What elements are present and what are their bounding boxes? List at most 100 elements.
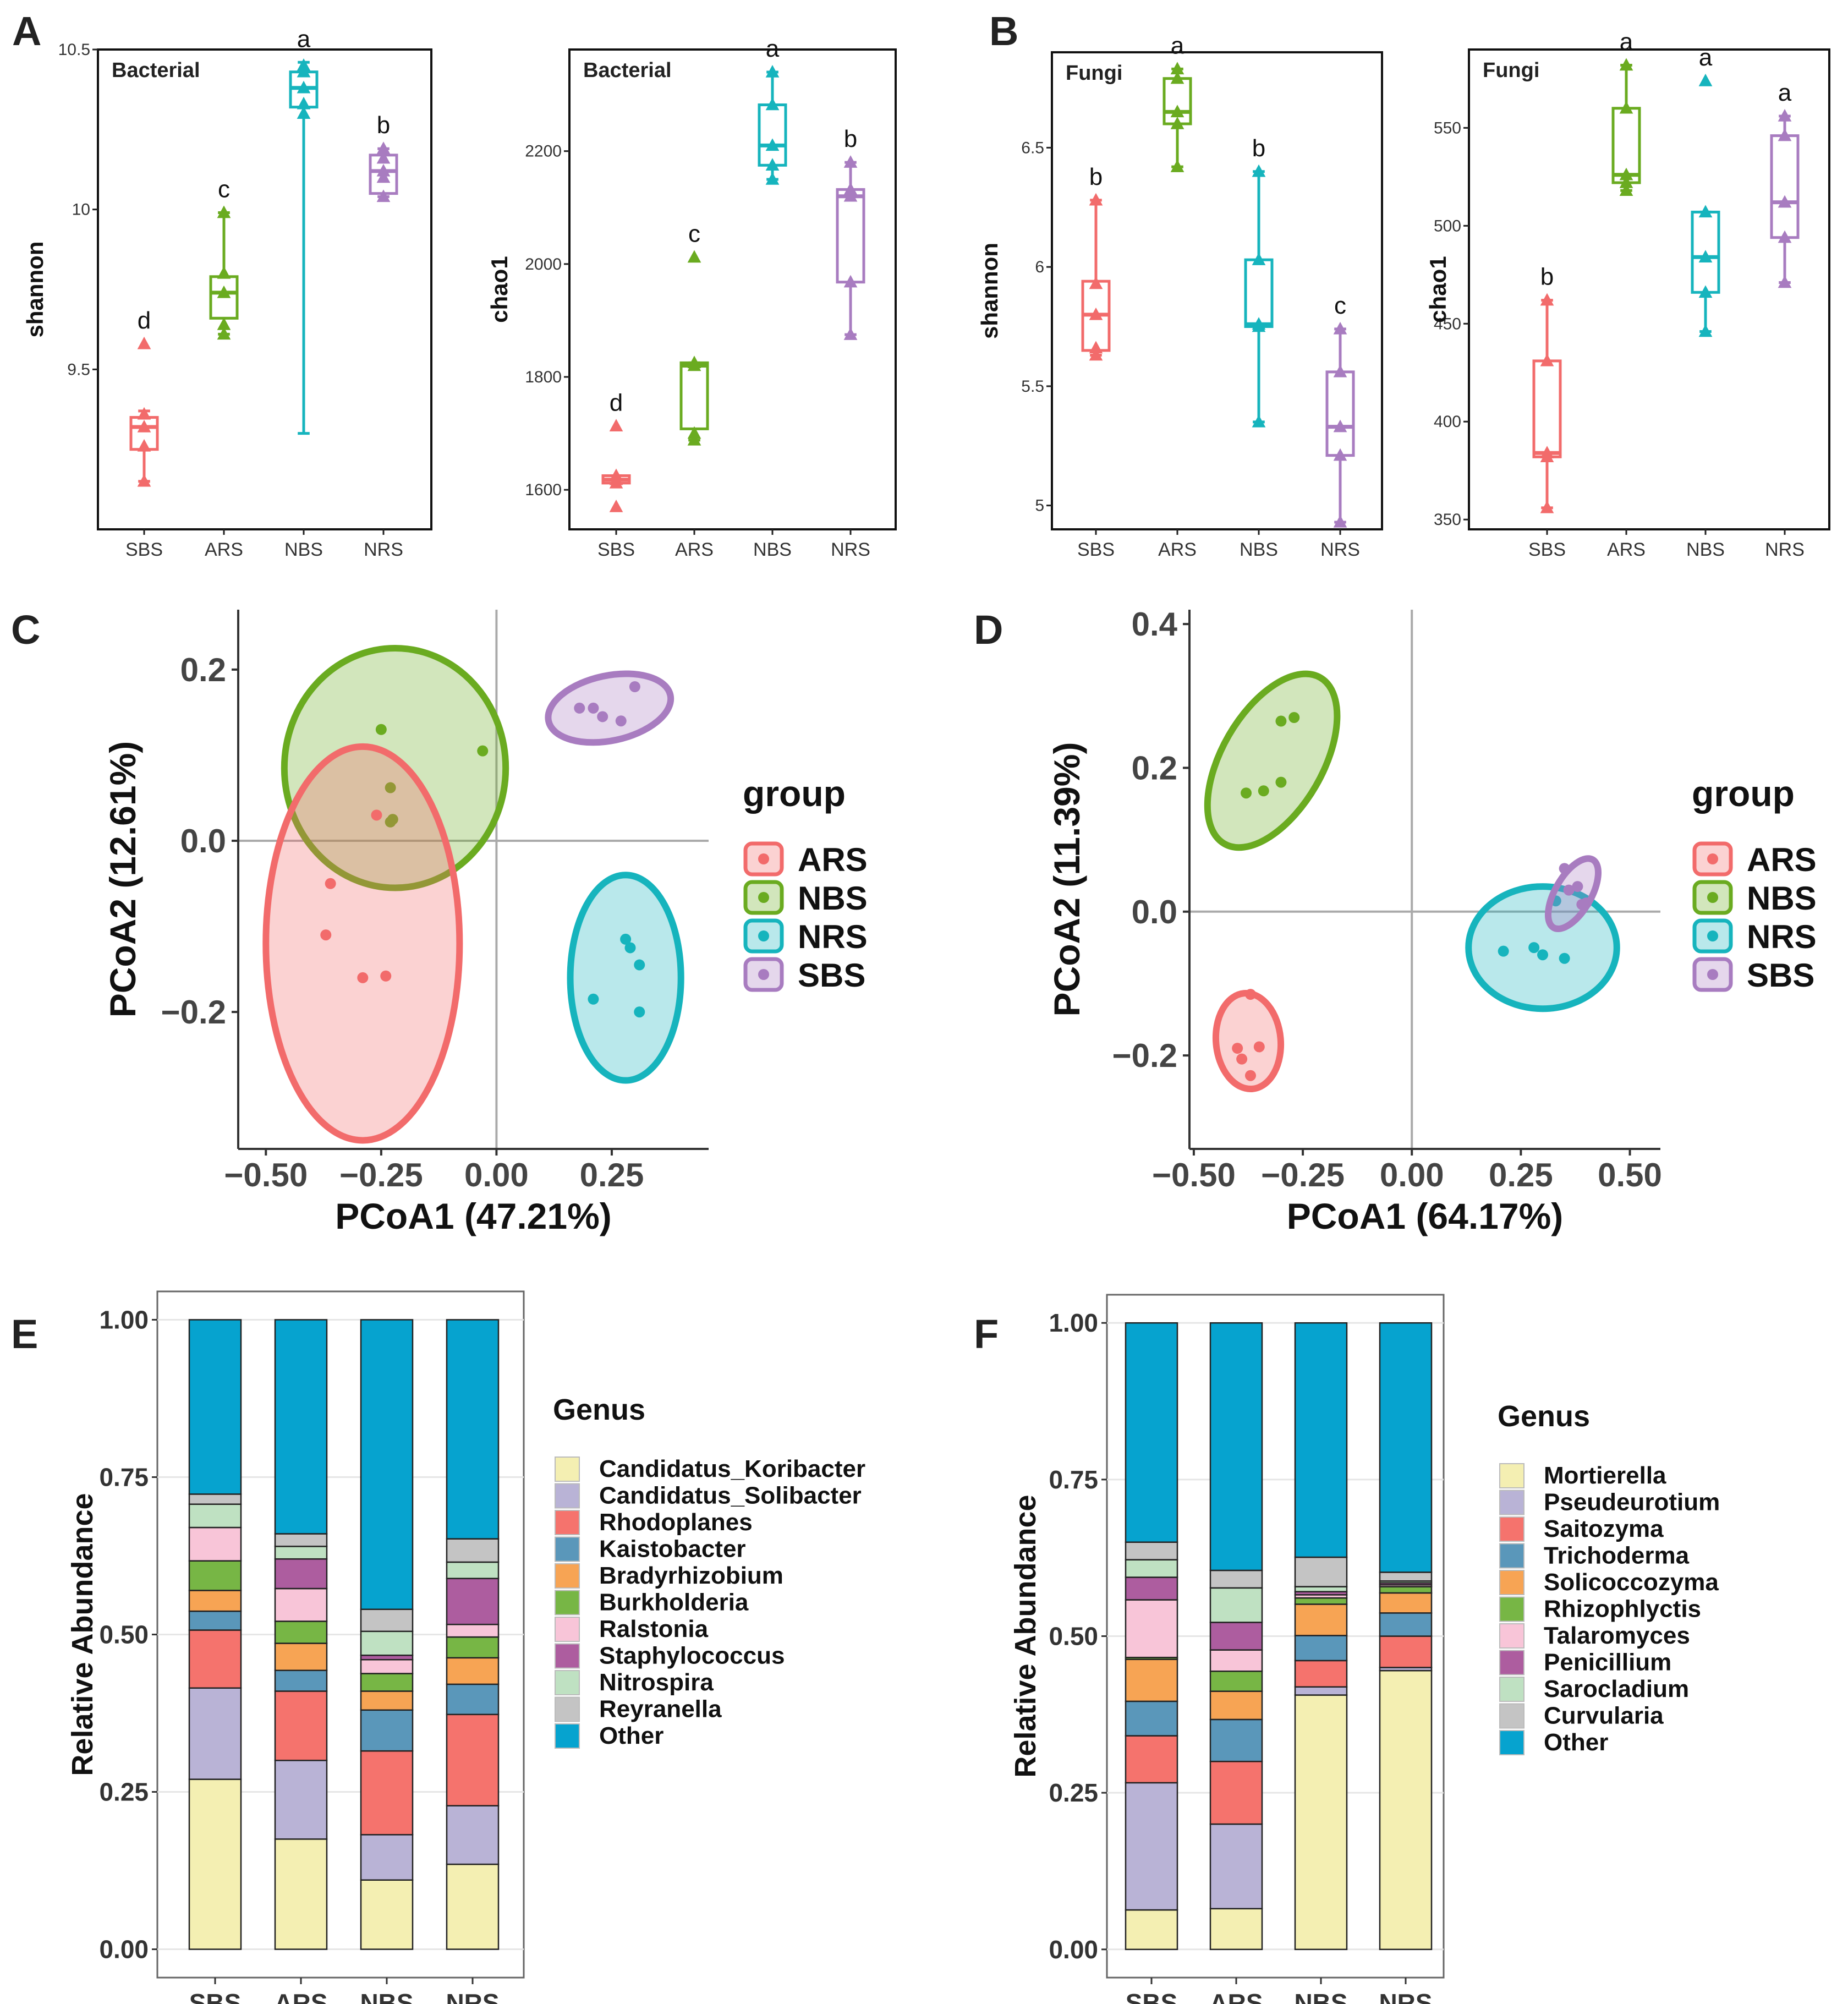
data-point	[574, 702, 585, 714]
legend-key	[1499, 1570, 1525, 1595]
data-point	[1244, 1070, 1256, 1081]
bar-segment-Rhizophlyctis	[1294, 1597, 1348, 1605]
significance-letter: c	[688, 221, 700, 248]
panel-title: Fungi	[1066, 62, 1122, 85]
bar-segment-Other	[360, 1319, 414, 1610]
data-point	[1252, 414, 1266, 428]
data-point	[1252, 317, 1266, 330]
bar-segment-Reyranella	[274, 1533, 328, 1547]
data-point	[1540, 353, 1554, 366]
significance-letter: d	[610, 389, 623, 416]
bar-segment-Other	[274, 1319, 328, 1535]
significance-letter: c	[1334, 292, 1346, 319]
data-point	[765, 138, 780, 151]
panel-letter: B	[989, 8, 1018, 54]
bar-segment-Candidatus_Koribacter	[360, 1879, 414, 1950]
data-point	[1089, 348, 1103, 361]
legend-key	[555, 1457, 580, 1482]
data-point	[477, 745, 489, 757]
bar-segment-Rhizophlyctis	[1379, 1586, 1433, 1594]
y-tick-label: −0.2	[1112, 1037, 1177, 1074]
legend-key	[555, 1617, 580, 1642]
data-point	[1258, 785, 1269, 797]
bar-NBS	[360, 1319, 414, 1950]
bar-segment-Rhodoplanes	[188, 1629, 242, 1689]
confidence-ellipse	[281, 645, 509, 891]
panel-letter: A	[12, 8, 41, 54]
box-iqr	[1532, 359, 1562, 458]
data-point	[687, 355, 701, 369]
data-point	[1275, 776, 1287, 788]
data-point	[297, 64, 311, 78]
x-tick-label: SBS	[1077, 539, 1115, 560]
plot-frame	[1051, 51, 1383, 530]
data-point	[1288, 712, 1300, 723]
box-SBS: d	[601, 389, 631, 512]
data-point	[1244, 989, 1256, 1000]
data-point	[1333, 321, 1347, 335]
data-point	[297, 80, 311, 94]
x-tick-label: NRS	[1320, 539, 1360, 560]
box-iqr	[1325, 370, 1355, 457]
significance-letter: b	[377, 112, 390, 139]
y-tick-label: 0.0	[180, 823, 226, 859]
bar-segment-Sarocladium	[1209, 1587, 1263, 1623]
data-point	[325, 878, 336, 889]
data-point	[1698, 285, 1713, 298]
bar-segment-Solicoccozyma	[1294, 1603, 1348, 1636]
bar-segment-Rhodoplanes	[360, 1750, 414, 1836]
legend-key-dot	[758, 969, 769, 980]
bar-segment-Candidatus_Solibacter	[188, 1687, 242, 1780]
plot-frame	[568, 48, 897, 530]
x-tick-label: NRS	[831, 539, 870, 560]
legend-key	[1499, 1543, 1525, 1569]
bar-segment-Mortierella	[1294, 1694, 1348, 1951]
legend-label: Rhizophlyctis	[1544, 1596, 1701, 1623]
x-axis-label: PCoA1 (64.17%)	[1287, 1196, 1564, 1236]
legend-label: Other	[599, 1722, 663, 1749]
bar-segment-Staphylococcus	[446, 1578, 500, 1625]
legend-label: Kaistobacter	[599, 1536, 746, 1563]
bar-segment-Ralstonia	[188, 1526, 242, 1562]
y-tick-label: 5.5	[1021, 377, 1044, 396]
bar-segment-Sarocladium	[1125, 1559, 1178, 1578]
legend-key	[555, 1563, 580, 1589]
y-tick-label: 450	[1434, 315, 1461, 333]
x-tick-label: 0.00	[1380, 1157, 1444, 1193]
data-point	[687, 250, 701, 263]
data-point	[1089, 307, 1103, 320]
data-point	[1778, 128, 1792, 141]
panel-letter: C	[11, 607, 40, 653]
bar-segment-Other	[1379, 1322, 1433, 1573]
data-point	[1498, 945, 1509, 957]
data-point	[765, 158, 780, 171]
group-SBS	[1212, 989, 1285, 1093]
box-SBS: b	[1081, 163, 1111, 361]
bar-segment-Trichoderma	[1209, 1718, 1263, 1762]
data-point	[1170, 105, 1185, 118]
significance-letter: b	[1540, 264, 1554, 291]
box-SBS: b	[1532, 264, 1562, 513]
legend-label: Mortierella	[1544, 1462, 1666, 1489]
x-tick-label: 0.00	[464, 1157, 529, 1193]
x-tick-label: NRS	[1765, 539, 1805, 560]
x-tick-label: NBS	[360, 1989, 413, 2004]
data-point	[1778, 109, 1792, 122]
data-point	[217, 317, 231, 330]
data-point	[1241, 787, 1252, 799]
legend-label: SBS	[798, 957, 865, 994]
y-tick-label: 6.5	[1021, 139, 1044, 157]
legend-key	[1499, 1516, 1525, 1542]
box-NBS: b	[1244, 135, 1274, 428]
bar-segment-Curvularia	[1125, 1541, 1178, 1561]
data-point	[609, 419, 623, 432]
data-point	[1170, 160, 1185, 172]
data-point	[1559, 863, 1570, 874]
bar-segment-Penicillium	[1125, 1576, 1178, 1601]
bar-segment-Mortierella	[1209, 1908, 1263, 1951]
box-NRS: b	[369, 112, 398, 202]
data-point	[1333, 419, 1347, 432]
data-point	[1778, 275, 1792, 288]
data-point	[843, 275, 858, 288]
x-tick-label: SBS	[189, 1989, 242, 2004]
